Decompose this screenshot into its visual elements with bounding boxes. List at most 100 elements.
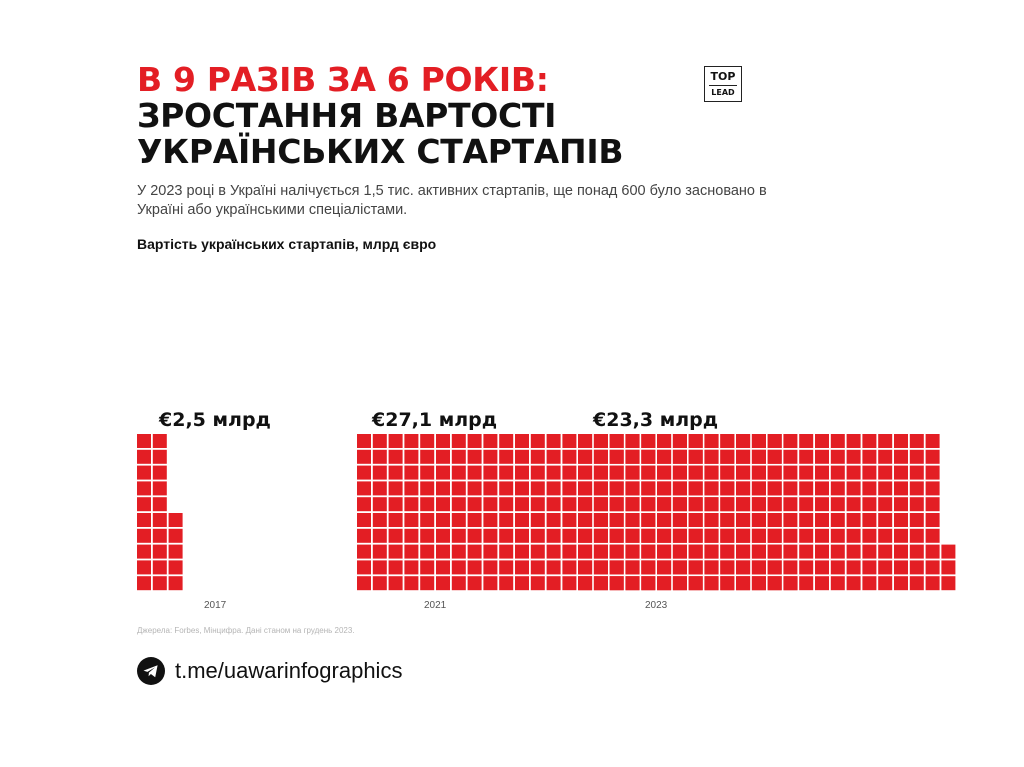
waffle-square [657, 465, 671, 480]
waffle-square [783, 528, 798, 543]
waffle-square [515, 449, 529, 464]
waffle-square [830, 434, 845, 448]
waffle-square [609, 576, 624, 591]
waffle-square [625, 576, 640, 591]
waffle-square [862, 544, 877, 559]
waffle-square [562, 544, 577, 559]
waffle-square [846, 481, 861, 496]
waffle-square [909, 513, 924, 527]
waffle-square [499, 544, 514, 559]
waffle-square [657, 513, 671, 527]
telegram-icon[interactable] [137, 657, 165, 685]
waffle-square [720, 513, 735, 527]
waffle-square [783, 560, 798, 575]
waffle-square [799, 465, 814, 480]
waffle-square [846, 528, 861, 543]
waffle-square [704, 576, 719, 591]
waffle-square [609, 449, 624, 464]
waffle-square [767, 513, 782, 527]
waffle-square [168, 544, 183, 559]
waffle-square [451, 528, 466, 543]
waffle-square [641, 513, 656, 527]
waffle-square [830, 576, 845, 591]
waffle-square [420, 465, 435, 480]
waffle-square [530, 465, 545, 480]
waffle-square [925, 544, 940, 559]
waffle-square [894, 560, 908, 575]
waffle-square [388, 528, 403, 543]
waffle-square [451, 449, 466, 464]
waffle-square [720, 497, 735, 512]
waffle-square [657, 434, 671, 448]
waffle-square [894, 576, 908, 591]
waffle-square [404, 528, 419, 543]
waffle-square [878, 434, 893, 448]
waffle-square [688, 560, 703, 575]
waffle-square [483, 513, 498, 527]
waffle-square [530, 481, 545, 496]
waffle-square [593, 481, 608, 496]
waffle-square [704, 481, 719, 496]
x-tick-label-2023: 2023 [645, 600, 668, 611]
waffle-square [846, 434, 861, 448]
waffle-square [878, 481, 893, 496]
waffle-square [909, 481, 924, 496]
logo-divider [709, 85, 737, 86]
waffle-square [720, 576, 735, 591]
waffle-square [925, 497, 940, 512]
waffle-square [499, 465, 514, 480]
waffle-square [152, 513, 167, 527]
waffle-square [546, 481, 561, 496]
waffle-square [152, 576, 167, 591]
waffle-square [515, 465, 529, 480]
waffle-square [530, 513, 545, 527]
waffle-square [688, 544, 703, 559]
waffle-square [562, 497, 577, 512]
waffle-square [562, 528, 577, 543]
waffle-square [530, 449, 545, 464]
waffle-square [499, 528, 514, 543]
waffle-square [578, 576, 592, 591]
waffle-square [168, 513, 183, 527]
waffle-square [925, 481, 940, 496]
waffle-square [799, 434, 814, 448]
waffle-square [578, 544, 592, 559]
waffle-square [830, 544, 845, 559]
waffle-square [909, 497, 924, 512]
waffle-square [562, 434, 577, 448]
waffle-square [467, 449, 482, 464]
waffle-square [609, 544, 624, 559]
waffle-square [625, 560, 640, 575]
waffle-square [720, 528, 735, 543]
channel-link[interactable]: t.me/uawarinfographics [175, 658, 403, 683]
waffle-square [688, 449, 703, 464]
chart-title: Вартість українських стартапів, млрд євр… [137, 236, 437, 252]
waffle-square [137, 481, 151, 496]
waffle-square [578, 497, 592, 512]
waffle-square [562, 513, 577, 527]
waffle-square [909, 465, 924, 480]
waffle-square [436, 497, 450, 512]
waffle-square [799, 513, 814, 527]
waffle-square [546, 513, 561, 527]
waffle-square [894, 513, 908, 527]
waffle-square [736, 481, 750, 496]
waffle-bar-2023 [578, 434, 956, 591]
waffle-square [878, 513, 893, 527]
waffle-square [137, 449, 151, 464]
waffle-square [846, 544, 861, 559]
waffle-square [894, 528, 908, 543]
waffle-square [357, 497, 371, 512]
waffle-square [420, 481, 435, 496]
waffle-square [925, 465, 940, 480]
waffle-square [783, 497, 798, 512]
waffle-square [672, 544, 687, 559]
waffle-square [909, 560, 924, 575]
waffle-square [388, 513, 403, 527]
waffle-square [688, 528, 703, 543]
waffle-square [168, 560, 183, 575]
waffle-square [546, 497, 561, 512]
waffle-square [641, 465, 656, 480]
waffle-square [925, 528, 940, 543]
waffle-square [704, 528, 719, 543]
